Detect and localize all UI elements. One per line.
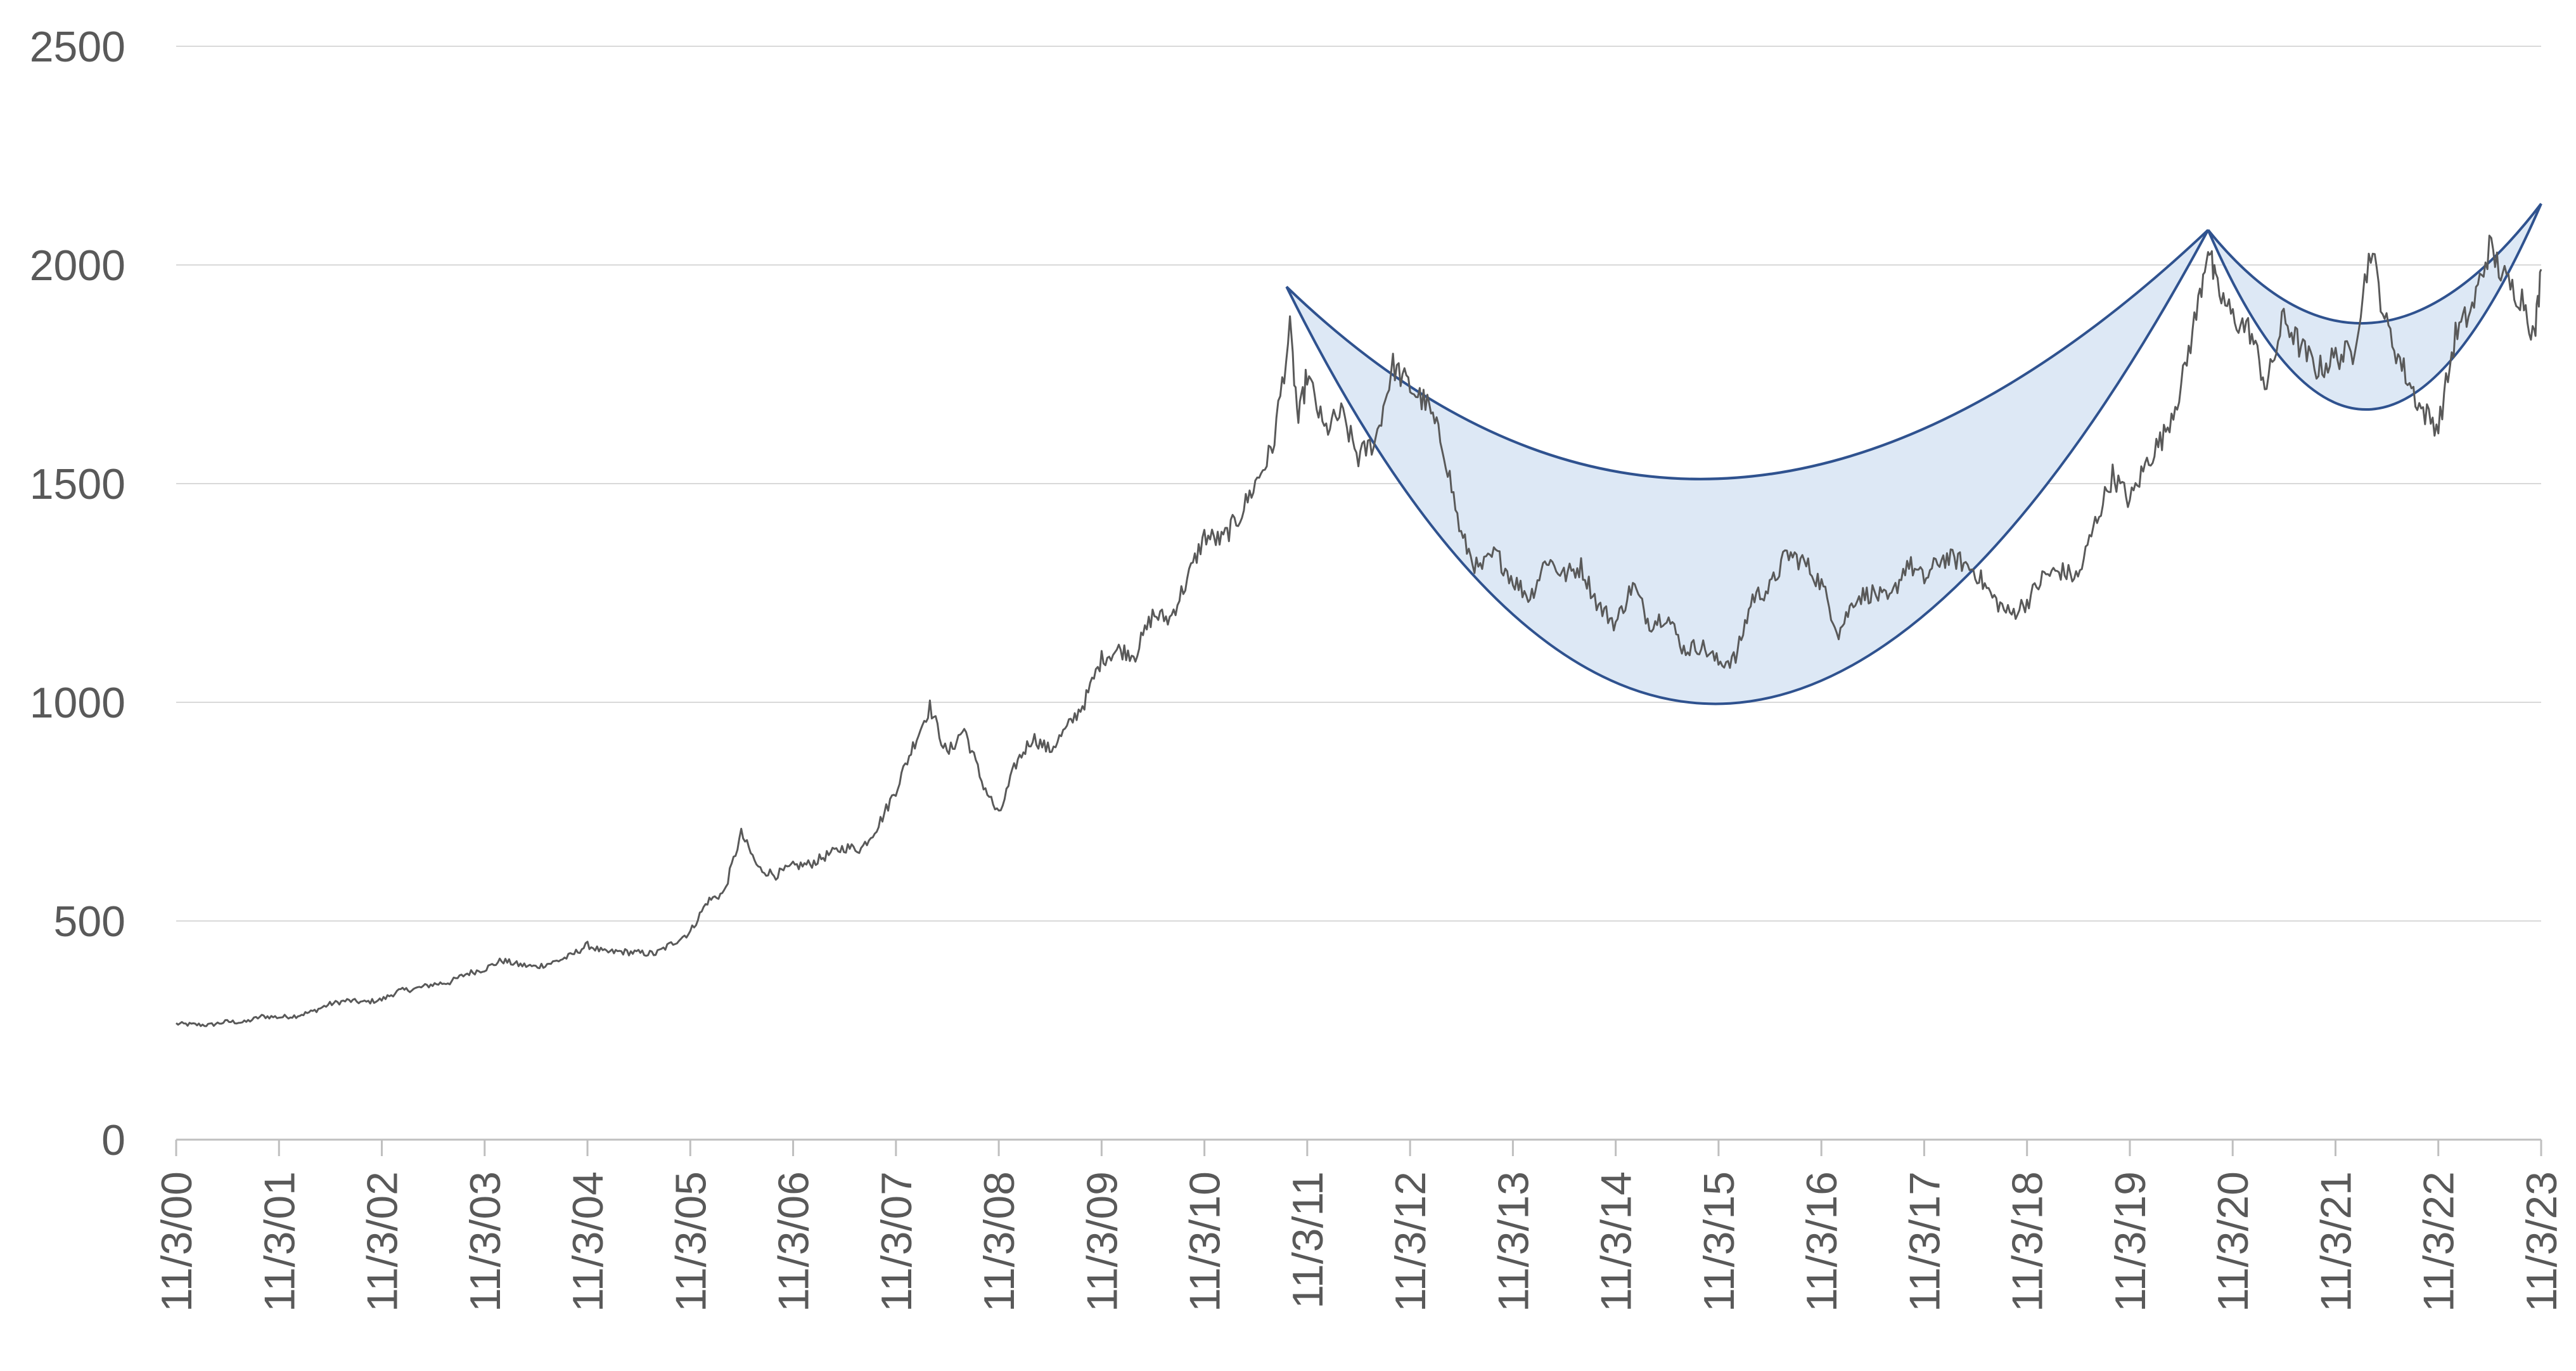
x-tick-label: 11/3/04: [564, 1171, 612, 1312]
x-tick-label: 11/3/22: [2415, 1171, 2463, 1312]
x-tick-label: 11/3/10: [1181, 1171, 1229, 1312]
x-tick-label: 11/3/07: [873, 1171, 921, 1312]
x-tick-label: 11/3/18: [2004, 1171, 2052, 1312]
cup-annotations: [1285, 203, 2542, 705]
cup-band-small: [2207, 203, 2542, 411]
x-tick-label: 11/3/20: [2209, 1171, 2257, 1312]
y-tick-label: 0: [101, 1116, 125, 1164]
x-tick-label: 11/3/08: [975, 1171, 1023, 1312]
x-tick-label: 11/3/23: [2518, 1171, 2566, 1312]
x-tick-label: 11/3/03: [461, 1171, 509, 1312]
x-tick-label: 11/3/02: [359, 1171, 407, 1312]
series-line: [176, 235, 2542, 1027]
x-tick-label: 11/3/15: [1695, 1171, 1743, 1312]
y-tick-label: 2500: [30, 23, 125, 71]
x-tick-label: 11/3/01: [255, 1171, 304, 1312]
y-tick-label: 500: [54, 898, 125, 946]
x-tick-label: 11/3/11: [1284, 1171, 1332, 1309]
x-tick-label: 11/3/16: [1798, 1171, 1846, 1312]
x-tick-label: 11/3/13: [1489, 1171, 1537, 1312]
series-layer: [176, 235, 2542, 1027]
x-tick-label: 11/3/14: [1592, 1171, 1641, 1312]
y-tick-label: 2000: [30, 241, 125, 290]
x-tick-label: 11/3/19: [2106, 1171, 2155, 1312]
x-tick-label: 11/3/06: [770, 1171, 818, 1312]
x-axis-tick-labels: 11/3/00 11/3/01 11/3/02 11/3/03 11/3/04 11/3/…: [153, 1171, 2566, 1312]
y-axis-tick-labels: 0 500 1000 1500 2000 2500: [30, 23, 125, 1164]
x-tick-label: 11/3/00: [153, 1171, 201, 1312]
gridlines: [176, 46, 2541, 922]
cup-band-large: [1285, 229, 2210, 705]
x-tick-label: 11/3/12: [1387, 1171, 1435, 1312]
x-tick-label: 11/3/21: [2312, 1171, 2360, 1312]
x-tick-label: 11/3/17: [1900, 1171, 1949, 1312]
y-tick-label: 1500: [30, 460, 125, 508]
x-tick-label: 11/3/09: [1078, 1171, 1126, 1312]
x-axis: [175, 1138, 2542, 1156]
y-tick-label: 1000: [30, 679, 125, 727]
x-tick-label: 11/3/05: [667, 1171, 715, 1312]
